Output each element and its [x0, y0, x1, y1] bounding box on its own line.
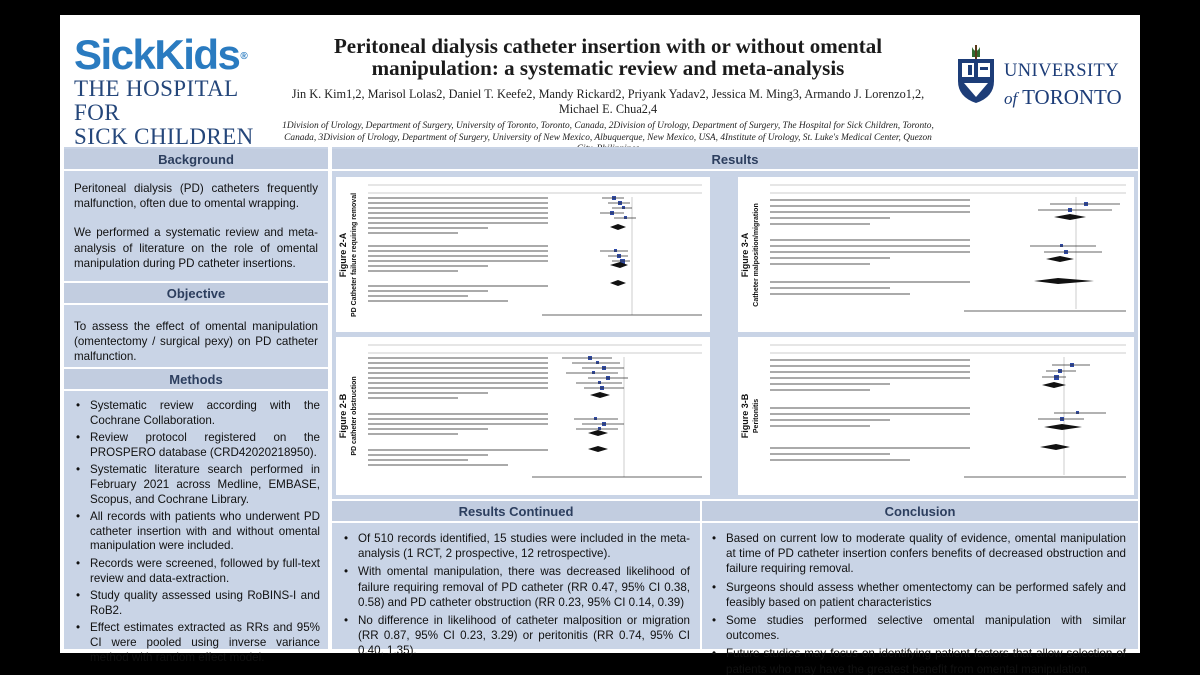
- forest-plot-2a: [368, 184, 702, 316]
- conclusion-heading: Conclusion: [702, 501, 1138, 523]
- sickkids-logo: SickKids® THE HOSPITAL FOR SICK CHILDREN: [74, 33, 274, 149]
- results-continued-heading: Results Continued: [332, 501, 700, 523]
- figure-3a-label: Figure 3-A Catheter malposition/migration: [740, 202, 760, 307]
- poster: SickKids® THE HOSPITAL FOR SICK CHILDREN…: [60, 15, 1140, 675]
- methods-list-wrap: Systematic review according with the Coc…: [76, 399, 320, 668]
- conclusion-item: Future studies may focus on identifying …: [712, 646, 1126, 675]
- methods-item: Review protocol registered on the PROSPE…: [76, 431, 320, 460]
- figure-2b-label: Figure 2-B PD catheter obstruction: [338, 376, 358, 456]
- background-heading: Background: [64, 149, 328, 171]
- forest-plot-3a: [770, 184, 1126, 312]
- background-paragraph-2: We performed a systematic review and met…: [74, 226, 318, 270]
- poster-header: SickKids® THE HOSPITAL FOR SICK CHILDREN…: [60, 15, 1140, 155]
- forest-plot-2b: [368, 344, 702, 478]
- figure-3b: Figure 3-B Peritonitis: [738, 337, 1134, 495]
- poster-title: Peritoneal dialysis catheter insertion w…: [333, 34, 883, 80]
- left-column: Background Peritoneal dialysis (PD) cath…: [64, 147, 328, 664]
- results-continued-item: No difference in likelihood of catheter …: [344, 613, 690, 659]
- figure-3b-label: Figure 3-B Peritonitis: [740, 393, 760, 439]
- author-list: Jin K. Kim1,2, Marisol Lolas2, Daniel T.…: [291, 87, 925, 116]
- methods-item: Systematic literature search performed i…: [76, 463, 320, 507]
- figure-2b: Figure 2-B PD catheter obstruction: [336, 337, 710, 495]
- methods-item: Study quality assessed using RoBINS-I an…: [76, 589, 320, 618]
- right-area: Results Figure 2-A PD Catheter failure re…: [332, 147, 1138, 675]
- results-continued-text: Of 510 records identified, 15 studies we…: [344, 531, 690, 662]
- forest-plot-3b: [770, 344, 1126, 478]
- registered-mark: ®: [240, 51, 247, 62]
- background-paragraph-1: Peritoneal dialysis (PD) catheters frequ…: [74, 182, 318, 211]
- methods-list: Systematic review according with the Coc…: [76, 399, 320, 665]
- methods-item: Effect estimates extracted as RRs and 95…: [76, 621, 320, 665]
- objective-text: To assess the effect of omental manipula…: [74, 320, 318, 364]
- conclusion-item: Based on current low to moderate quality…: [712, 531, 1126, 577]
- title-block: Peritoneal dialysis catheter insertion w…: [278, 35, 938, 156]
- methods-item: Systematic review according with the Coc…: [76, 399, 320, 428]
- results-continued-item: Of 510 records identified, 15 studies we…: [344, 531, 690, 561]
- conclusion-item: Some studies performed selective omental…: [712, 613, 1126, 643]
- results-continued-item: With omental manipulation, there was dec…: [344, 564, 690, 610]
- objective-heading: Objective: [64, 281, 328, 305]
- conclusion-list: Based on current low to moderate quality…: [712, 531, 1126, 675]
- figure-2a-label: Figure 2-A PD Catheter failure requiring …: [338, 192, 358, 317]
- uoft-toronto: TORONTO: [1022, 85, 1122, 109]
- results-continued-list: Of 510 records identified, 15 studies we…: [344, 531, 690, 659]
- conclusion-item: Surgeons should assess whether omentecto…: [712, 580, 1126, 610]
- sickkids-wordmark: SickKids: [74, 31, 241, 78]
- uoft-logo: UNIVERSITY of TORONTO: [954, 39, 1140, 119]
- figure-2a: Figure 2-A PD Catheter failure requiring …: [336, 177, 710, 332]
- uoft-university: UNIVERSITY: [1004, 61, 1119, 81]
- uoft-of: of: [1004, 89, 1018, 108]
- sickkids-line1: THE HOSPITAL FOR: [74, 76, 238, 125]
- figure-3a: Figure 3-A Catheter malposition/migration: [738, 177, 1134, 332]
- methods-item: All records with patients who underwent …: [76, 510, 320, 554]
- conclusion-text: Based on current low to moderate quality…: [712, 531, 1126, 675]
- methods-heading: Methods: [64, 367, 328, 391]
- results-heading: Results: [332, 149, 1138, 171]
- sickkids-line2: SICK CHILDREN: [74, 124, 254, 149]
- uoft-crest-icon: [958, 45, 994, 103]
- methods-item: Records were screened, followed by full-…: [76, 557, 320, 586]
- background-text: Peritoneal dialysis (PD) catheters frequ…: [74, 181, 318, 271]
